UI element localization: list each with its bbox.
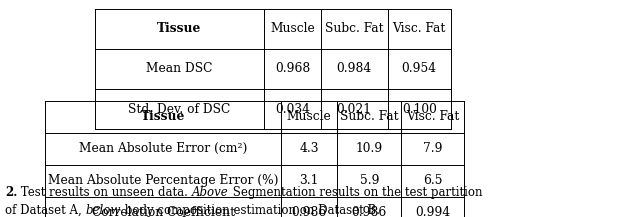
Text: Above: Above bbox=[192, 186, 229, 199]
Text: Std. Dev. of DSC: Std. Dev. of DSC bbox=[129, 103, 230, 115]
Text: 4.3: 4.3 bbox=[300, 142, 319, 155]
Text: Subc. Fat: Subc. Fat bbox=[325, 22, 383, 35]
Text: Tissue: Tissue bbox=[141, 110, 186, 123]
Text: Test results on unseen data.: Test results on unseen data. bbox=[17, 186, 192, 199]
Text: Muscle: Muscle bbox=[270, 22, 315, 35]
Text: 10.9: 10.9 bbox=[356, 142, 383, 155]
Text: Tissue: Tissue bbox=[157, 22, 202, 35]
Text: Mean Absolute Error (cm²): Mean Absolute Error (cm²) bbox=[79, 142, 248, 155]
Text: below: below bbox=[86, 204, 121, 217]
Text: of Dataset A,: of Dataset A, bbox=[5, 204, 86, 217]
Text: Mean DSC: Mean DSC bbox=[147, 62, 212, 75]
Text: 0.986: 0.986 bbox=[291, 206, 327, 217]
Text: 3.1: 3.1 bbox=[300, 174, 319, 187]
Text: Visc. Fat: Visc. Fat bbox=[392, 22, 446, 35]
Text: 0.986: 0.986 bbox=[351, 206, 387, 217]
Text: 2.: 2. bbox=[5, 186, 17, 199]
Text: body composition estimation on Dataset B.: body composition estimation on Dataset B… bbox=[121, 204, 380, 217]
Text: 0.968: 0.968 bbox=[275, 62, 310, 75]
Text: Correlation Coefficient: Correlation Coefficient bbox=[92, 206, 235, 217]
Text: 0.994: 0.994 bbox=[415, 206, 451, 217]
Text: 5.9: 5.9 bbox=[360, 174, 379, 187]
Text: Muscle: Muscle bbox=[287, 110, 332, 123]
Text: Segmentation results on the test partition: Segmentation results on the test partiti… bbox=[229, 186, 483, 199]
Text: 0.954: 0.954 bbox=[402, 62, 436, 75]
Text: 0.984: 0.984 bbox=[337, 62, 372, 75]
Text: 7.9: 7.9 bbox=[423, 142, 442, 155]
Text: 0.034: 0.034 bbox=[275, 103, 310, 115]
Text: Subc. Fat: Subc. Fat bbox=[340, 110, 399, 123]
Text: Mean Absolute Percentage Error (%): Mean Absolute Percentage Error (%) bbox=[48, 174, 278, 187]
Text: Visc. Fat: Visc. Fat bbox=[406, 110, 460, 123]
Text: 6.5: 6.5 bbox=[423, 174, 442, 187]
Text: 0.100: 0.100 bbox=[402, 103, 436, 115]
Text: 0.021: 0.021 bbox=[337, 103, 372, 115]
